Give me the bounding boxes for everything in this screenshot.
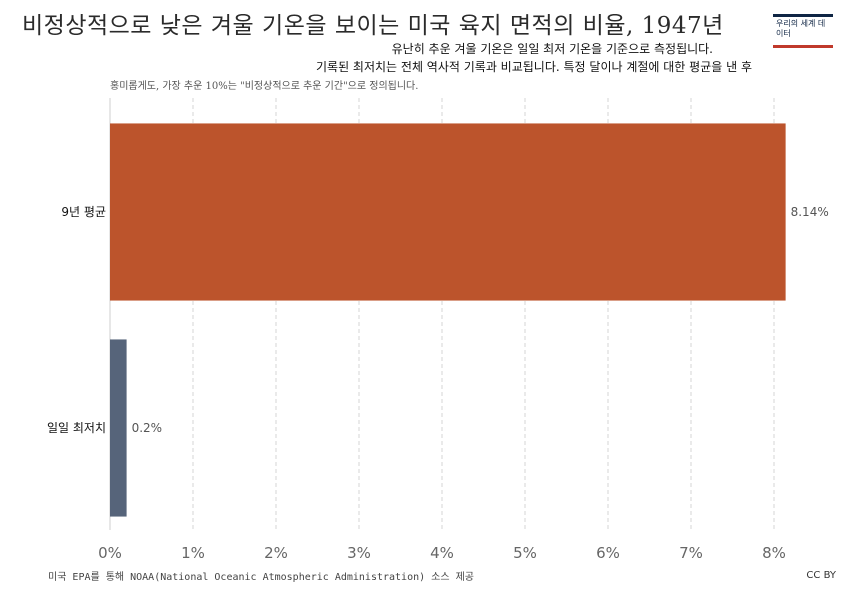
- bar: [110, 123, 786, 301]
- x-tick-label: 3%: [347, 544, 371, 562]
- bar: [110, 339, 127, 517]
- value-label: 8.14%: [791, 205, 829, 219]
- chart-title: 비정상적으로 낮은 겨울 기온을 보이는 미국 육지 면적의 비율, 1947년: [22, 13, 724, 39]
- category-label: 일일 최저치: [47, 421, 106, 435]
- x-tick-label: 1%: [181, 544, 205, 562]
- chart-subtitle-line2: 기록된 최저치는 전체 역사적 기록과 비교됩니다. 특정 달이나 계절에 대한…: [316, 60, 752, 74]
- x-tick-label: 4%: [430, 544, 454, 562]
- x-tick-label: 8%: [762, 544, 786, 562]
- category-label: 9년 평균: [61, 205, 106, 219]
- source-note: 미국 EPA를 통해 NOAA(National Oceanic Atmosph…: [48, 572, 474, 583]
- x-tick-label: 5%: [513, 544, 537, 562]
- x-tick-label: 7%: [679, 544, 703, 562]
- owid-logo[interactable]: 우리의 세계 데이터: [773, 14, 833, 48]
- value-label: 0.2%: [132, 421, 163, 435]
- x-tick-label: 0%: [98, 544, 122, 562]
- license-link[interactable]: CC BY: [806, 570, 836, 581]
- x-tick-label: 6%: [596, 544, 620, 562]
- logo-text: 우리의 세계 데이터: [776, 19, 826, 38]
- chart-subtitle-line1: 유난히 추운 겨울 기온은 일일 최저 기온을 기준으로 측정됩니다.: [391, 42, 713, 56]
- chart-note: 홍미롭게도, 가장 추운 10%는 "비정상적으로 추운 기간"으로 정의됩니다…: [110, 81, 419, 92]
- x-tick-label: 2%: [264, 544, 288, 562]
